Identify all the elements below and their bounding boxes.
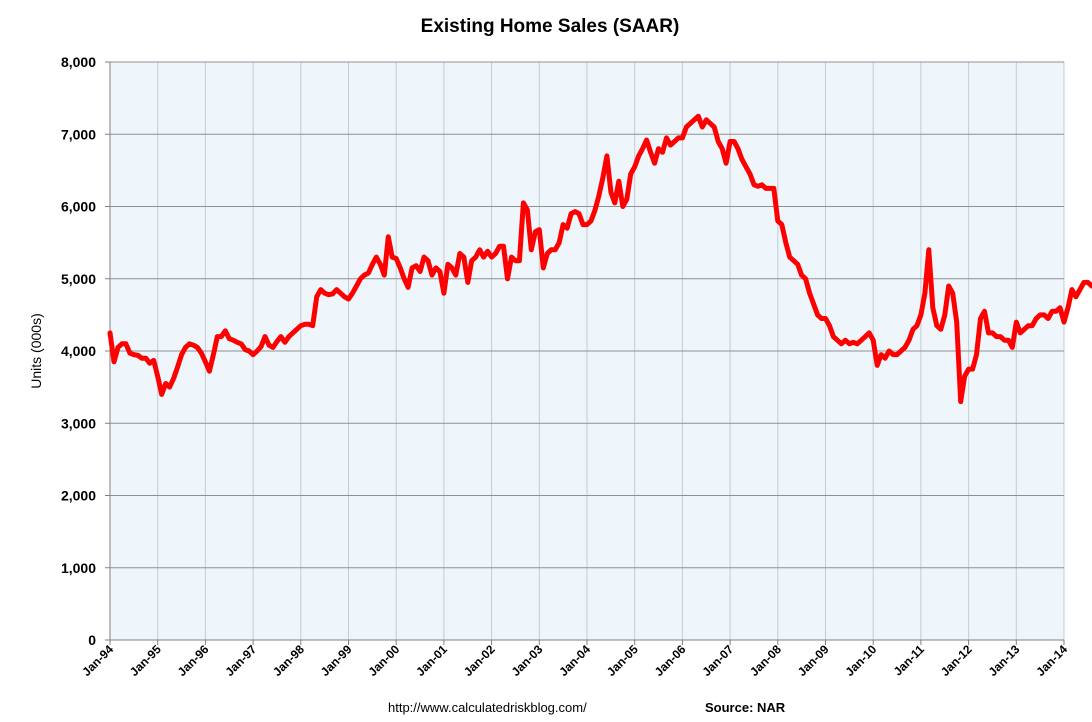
x-tick-label: Jan-06: [652, 642, 689, 679]
y-tick-label: 7,000: [61, 126, 96, 142]
x-tick-label: Jan-97: [222, 642, 259, 679]
y-tick-label: 0: [88, 632, 96, 648]
y-axis-label: Units (000s): [28, 313, 44, 388]
x-tick-label: Jan-12: [938, 642, 975, 679]
chart-title: Existing Home Sales (SAAR): [421, 16, 680, 37]
footer-url[interactable]: http://www.calculatedriskblog.com/: [388, 700, 587, 715]
x-tick-label: Jan-08: [747, 642, 784, 679]
footer-source: Source: NAR: [705, 700, 786, 715]
x-tick-label: Jan-99: [318, 642, 355, 679]
y-tick-label: 5,000: [61, 271, 96, 287]
x-tick-label: Jan-13: [986, 642, 1023, 679]
x-tick-label: Jan-94: [79, 642, 116, 679]
x-tick-label: Jan-02: [461, 642, 498, 679]
x-tick-label: Jan-96: [175, 642, 212, 679]
y-tick-label: 3,000: [61, 415, 96, 431]
x-tick-label: Jan-05: [604, 642, 641, 679]
x-tick-label: Jan-11: [891, 642, 928, 679]
x-tick-label: Jan-00: [366, 642, 403, 679]
x-tick-label: Jan-03: [509, 642, 546, 679]
series-group: [107, 113, 1092, 405]
y-tick-label: 4,000: [61, 343, 96, 359]
x-tick-label: Jan-10: [843, 642, 880, 679]
x-tick-label: Jan-04: [556, 642, 593, 679]
horizontal-gridlines: [110, 61, 1064, 569]
y-tick-label: 1,000: [61, 560, 96, 576]
series-line-0: [107, 113, 1092, 405]
y-tick-label: 6,000: [61, 199, 96, 215]
y-tick-label: 8,000: [61, 54, 96, 70]
x-axis-ticks: Jan-94 Jan-95 Jan-96 Jan-97 Jan-98 Jan-99 Jan-…: [79, 640, 1070, 679]
y-tick-label: 2,000: [61, 488, 96, 504]
x-tick-label: Jan-98: [270, 642, 307, 679]
x-tick-label: Jan-95: [127, 642, 164, 679]
x-tick-label: Jan-01: [413, 642, 450, 679]
x-tick-label: Jan-09: [795, 642, 832, 679]
y-axis-ticks: 0 1,000 2,000 3,000 4,000 5,000 6,000 7,000 8,00…: [61, 54, 110, 648]
x-tick-label: Jan-14: [1033, 642, 1070, 679]
x-tick-label: Jan-07: [699, 642, 736, 679]
